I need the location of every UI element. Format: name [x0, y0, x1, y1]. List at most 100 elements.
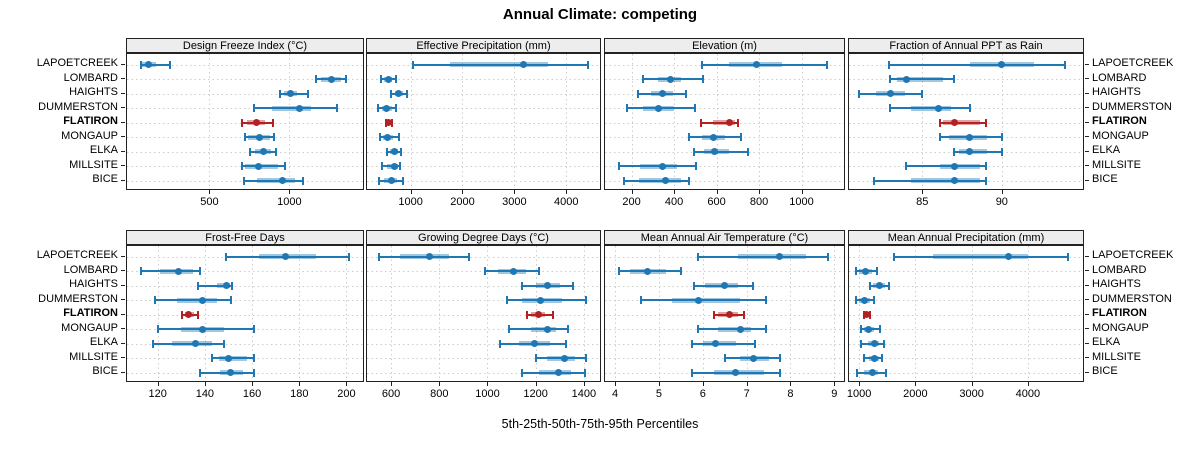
whisker-cap-high [302, 176, 304, 185]
whisker-line [155, 299, 231, 301]
v-gridline [759, 54, 761, 189]
x-axis-tick [746, 382, 748, 386]
median-dot [966, 133, 974, 141]
median-dot [749, 354, 757, 362]
x-axis-tick-label: 9 [831, 388, 838, 400]
h-gridline [849, 271, 1083, 272]
whisker-cap-low [380, 162, 383, 170]
h-gridline [367, 285, 600, 287]
whisker-line [152, 342, 224, 345]
median-dot [863, 311, 871, 318]
x-axis-tick [209, 190, 211, 194]
median-dot [388, 177, 396, 184]
median-dot [658, 162, 666, 170]
whisker-cap-high [743, 310, 746, 319]
median-dot [544, 325, 552, 333]
x-axis-tick-label: 2000 [450, 196, 475, 208]
whisker-cap-high [405, 89, 408, 98]
whisker-cap-high [881, 354, 884, 362]
whisker-cap-low [723, 354, 726, 362]
whisker-cap-low [700, 60, 703, 69]
h-gridline [367, 300, 600, 301]
row-tick-right [1085, 165, 1089, 166]
h-gridline [367, 79, 600, 80]
whisker-cap-high [401, 176, 404, 185]
row-tick-left [121, 179, 125, 181]
station-label-right: HAIGHTS [1092, 86, 1141, 98]
whisker-cap-high [765, 325, 768, 333]
h-gridline [127, 64, 363, 66]
whisker-cap-high [587, 60, 590, 69]
x-axis-tick [439, 382, 441, 386]
median-dot [391, 162, 399, 170]
x-axis-tick-label: 6 [699, 388, 706, 400]
whisker-cap-high [747, 147, 750, 156]
median-dot [191, 340, 199, 347]
whisker-cap-high [739, 133, 742, 141]
whisker-cap-low [857, 89, 860, 98]
whisker-cap-low [618, 267, 621, 275]
whisker-cap-low [697, 325, 700, 333]
median-dot [667, 75, 675, 83]
whisker-cap-high [222, 339, 225, 348]
median-dot [222, 282, 230, 289]
median-dot [725, 311, 733, 318]
v-gridline [299, 246, 301, 381]
whisker-line [954, 150, 1002, 153]
station-label-right: MILLSITE [1092, 350, 1141, 363]
panel-strip-title: Mean Annual Precipitation (mm) [887, 231, 1045, 244]
panel-strip-title: Fraction of Annual PPT as Rain [889, 39, 1043, 52]
row-tick-right [1085, 313, 1089, 315]
whisker-cap-high [878, 325, 881, 333]
whisker-cap-high [284, 162, 287, 170]
whisker-cap-low [225, 252, 228, 261]
whisker-cap-high [736, 118, 739, 127]
v-gridline [658, 246, 660, 381]
x-axis-tick-label: 1000 [475, 388, 500, 400]
panel-strip-title: Elevation (m) [692, 39, 757, 52]
median-dot [934, 104, 942, 112]
median-dot [709, 133, 717, 141]
panel-strip: Effective Precipitation (mm) [366, 38, 601, 53]
whisker-cap-low [905, 162, 908, 170]
panel-strip: Mean Annual Air Temperature (°C) [604, 230, 845, 245]
whisker-cap-high [884, 368, 887, 377]
whisker-line [200, 371, 255, 374]
median-dot [865, 325, 873, 333]
h-gridline [127, 108, 363, 109]
x-axis-tick [759, 190, 761, 194]
whisker-cap-low [889, 75, 892, 83]
whisker-cap-low [869, 281, 872, 290]
h-gridline [127, 285, 363, 287]
whisker-line [379, 255, 470, 258]
x-axis-tick [971, 382, 973, 386]
station-label-left: MONGAUP [61, 129, 118, 142]
median-dot [861, 296, 869, 304]
median-dot [255, 133, 263, 141]
row-tick-right [1085, 63, 1089, 65]
h-gridline [127, 271, 363, 272]
whisker-cap-high [953, 75, 956, 83]
whisker-cap-high [968, 104, 971, 112]
x-axis-tick-label: 7 [743, 388, 750, 400]
h-gridline [849, 285, 1083, 287]
whisker-line [197, 284, 233, 287]
x-axis-tick-label: 1000 [398, 196, 423, 208]
whisker-cap-low [697, 252, 700, 261]
x-axis-tick [1001, 190, 1003, 194]
whisker-cap-high [765, 296, 768, 304]
x-axis-tick [566, 190, 568, 194]
median-dot [732, 369, 740, 376]
station-label-left: HAIGHTS [69, 86, 118, 98]
median-dot [224, 354, 232, 362]
whisker-cap-low [196, 281, 199, 290]
h-gridline [849, 329, 1083, 330]
median-dot [886, 90, 894, 97]
row-tick-left [121, 107, 125, 108]
panel-4 [848, 53, 1084, 190]
row-tick-right [1085, 255, 1089, 257]
whisker-cap-high [199, 267, 202, 275]
whisker-cap-high [271, 118, 274, 127]
whisker-cap-high [306, 89, 309, 98]
panel-strip-title: Design Freeze Index (°C) [182, 39, 308, 52]
